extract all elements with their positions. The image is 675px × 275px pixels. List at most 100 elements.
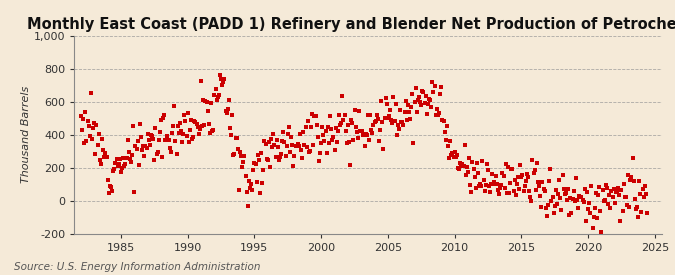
Point: [446, 153, 457, 157]
Point: [320, 129, 331, 133]
Point: [308, 143, 319, 147]
Point: [587, 226, 598, 230]
Point: [289, 153, 300, 158]
Point: [613, 186, 624, 191]
Point: [474, 184, 485, 188]
Point: [284, 125, 294, 130]
Point: [433, 111, 444, 115]
Point: [88, 126, 99, 130]
Point: [297, 156, 308, 160]
Point: [469, 174, 480, 179]
Point: [472, 171, 483, 175]
Point: [516, 175, 526, 180]
Point: [636, 210, 647, 214]
Point: [301, 145, 312, 150]
Point: [96, 162, 107, 166]
Point: [169, 104, 180, 109]
Point: [333, 113, 344, 117]
Point: [132, 138, 143, 143]
Point: [354, 109, 364, 114]
Point: [544, 179, 555, 183]
Point: [445, 139, 456, 143]
Point: [205, 131, 215, 135]
Point: [227, 113, 238, 117]
Point: [641, 192, 651, 197]
Point: [479, 188, 490, 193]
Point: [177, 139, 188, 144]
Point: [134, 122, 145, 126]
Point: [124, 150, 134, 154]
Point: [477, 159, 488, 163]
Point: [170, 139, 181, 143]
Point: [176, 129, 186, 134]
Point: [281, 144, 292, 148]
Point: [383, 116, 394, 120]
Point: [263, 140, 274, 145]
Point: [217, 82, 227, 87]
Point: [300, 125, 311, 130]
Point: [489, 182, 500, 186]
Point: [629, 197, 640, 201]
Point: [167, 131, 178, 135]
Point: [161, 134, 172, 139]
Point: [378, 147, 389, 151]
Point: [431, 107, 442, 111]
Point: [316, 141, 327, 146]
Point: [246, 182, 256, 187]
Point: [518, 189, 529, 193]
Point: [440, 138, 451, 142]
Point: [184, 128, 195, 132]
Point: [194, 131, 205, 136]
Point: [617, 209, 628, 213]
Point: [452, 152, 462, 157]
Point: [598, 199, 609, 204]
Point: [122, 138, 133, 142]
Point: [639, 184, 650, 188]
Point: [419, 101, 430, 105]
Point: [524, 189, 535, 193]
Point: [76, 114, 86, 118]
Point: [392, 123, 403, 127]
Point: [325, 113, 335, 118]
Point: [117, 166, 128, 170]
Point: [425, 98, 435, 102]
Point: [417, 89, 428, 93]
Point: [620, 194, 630, 199]
Point: [275, 152, 286, 157]
Point: [627, 156, 638, 161]
Point: [460, 172, 471, 177]
Point: [527, 158, 538, 163]
Point: [572, 198, 583, 202]
Point: [98, 148, 109, 152]
Point: [356, 129, 367, 134]
Point: [452, 166, 463, 170]
Point: [454, 166, 464, 171]
Point: [342, 123, 353, 127]
Point: [203, 122, 214, 126]
Point: [385, 108, 396, 112]
Point: [486, 182, 497, 187]
Point: [475, 182, 485, 186]
Point: [543, 203, 554, 208]
Point: [181, 134, 192, 139]
Point: [184, 139, 194, 144]
Point: [395, 108, 406, 112]
Point: [371, 113, 382, 117]
Point: [601, 186, 612, 191]
Point: [207, 129, 217, 133]
Point: [465, 183, 476, 187]
Point: [435, 91, 446, 96]
Point: [249, 160, 260, 165]
Point: [234, 188, 244, 192]
Point: [247, 187, 258, 192]
Point: [235, 150, 246, 154]
Point: [110, 161, 121, 165]
Point: [186, 118, 196, 123]
Point: [428, 90, 439, 94]
Point: [618, 182, 629, 186]
Point: [402, 103, 413, 107]
Point: [478, 178, 489, 183]
Point: [630, 207, 641, 211]
Point: [199, 123, 210, 127]
Point: [330, 126, 341, 130]
